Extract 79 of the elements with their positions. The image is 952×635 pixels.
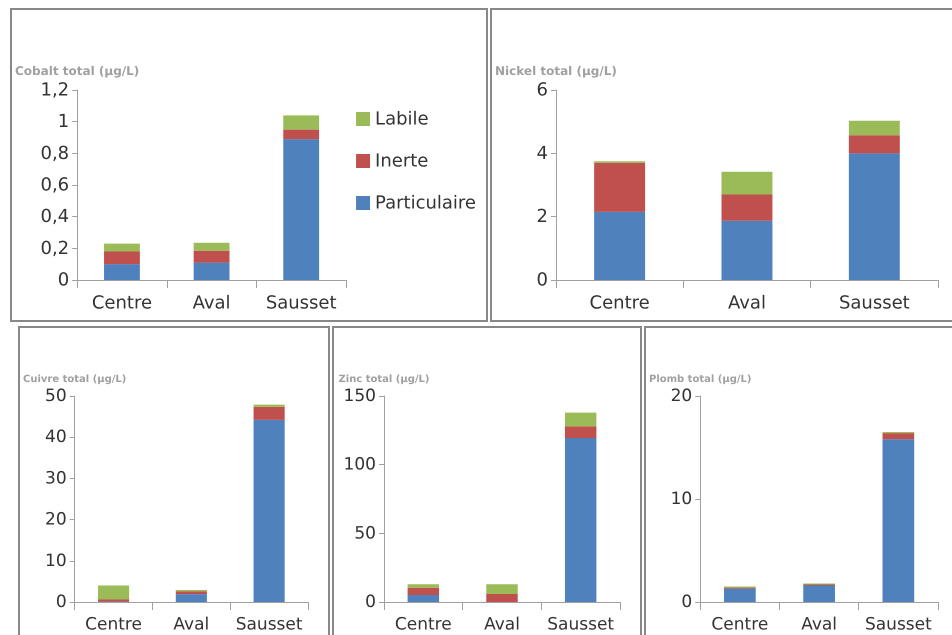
bar — [194, 242, 230, 251]
bar — [564, 438, 596, 602]
bar — [722, 172, 772, 194]
bar — [882, 433, 914, 440]
y-axis-title: Zinc total (µg/L) — [338, 374, 430, 386]
bar — [283, 130, 320, 140]
y-tick-label: 20 — [45, 510, 67, 530]
bar — [254, 406, 285, 420]
y-tick-label: 20 — [670, 386, 692, 406]
x-tick-label: Centre — [711, 614, 768, 634]
bar — [724, 588, 756, 602]
y-tick-label: 0 — [536, 270, 548, 290]
legend-label: Labile — [375, 108, 429, 130]
bar — [194, 262, 230, 280]
bar — [564, 426, 596, 438]
legend-label: Particulaire — [375, 192, 476, 214]
y-axis-title: Cobalt total (µg/L) — [14, 64, 140, 78]
y-tick-label: 50 — [354, 523, 376, 544]
y-tick-label: 150 — [344, 386, 376, 406]
y-tick-label: 1,2 — [40, 80, 70, 100]
y-tick-label: 2 — [536, 206, 548, 228]
x-tick-label: Sausset — [838, 292, 910, 314]
bar — [176, 594, 207, 602]
y-tick-label: 6 — [536, 80, 548, 100]
y-tick-label: 10 — [45, 550, 67, 571]
bar — [104, 252, 140, 264]
y-tick-label: 100 — [344, 454, 376, 475]
y-tick-label: 30 — [45, 468, 67, 488]
y-tick-label: 10 — [670, 489, 692, 509]
y-axis-title: Cuivre total (µg/L) — [22, 374, 126, 386]
y-axis-title: Nickel total (µg/L) — [494, 64, 617, 78]
bar — [104, 244, 140, 252]
x-tick-label: Centre — [92, 292, 152, 314]
y-axis-title: Plomb total (µg/L) — [648, 374, 752, 386]
x-tick-label: Centre — [394, 614, 452, 634]
bar — [564, 412, 596, 426]
bar — [98, 586, 130, 600]
x-tick-label: Sausset — [864, 614, 932, 634]
y-tick-label: 0 — [58, 270, 70, 290]
x-tick-label: Aval — [192, 292, 231, 314]
y-tick-label: 0,4 — [40, 206, 70, 228]
x-tick-label: Aval — [801, 614, 838, 634]
y-tick-label: 0,6 — [40, 174, 70, 196]
legend-label: Inerte — [375, 150, 428, 172]
bar — [254, 420, 285, 602]
y-tick-label: 0 — [365, 592, 376, 612]
x-tick-label: Aval — [173, 614, 210, 634]
bar — [283, 115, 320, 130]
y-tick-label: 1 — [58, 111, 70, 132]
y-tick-label: 40 — [45, 427, 67, 448]
bar — [848, 120, 900, 136]
bar — [803, 586, 835, 602]
bar — [408, 594, 440, 602]
x-tick-label: Sausset — [547, 614, 614, 634]
y-tick-label: 0 — [681, 592, 692, 612]
bar — [486, 584, 518, 594]
x-tick-label: Sausset — [236, 614, 303, 634]
x-tick-label: Centre — [85, 614, 142, 634]
bar — [722, 194, 772, 221]
bar — [848, 135, 900, 154]
bar — [882, 439, 914, 602]
bar — [594, 162, 646, 212]
y-tick-label: 4 — [536, 142, 548, 164]
x-tick-label: Centre — [590, 292, 650, 314]
bar — [722, 220, 772, 280]
x-tick-label: Aval — [484, 614, 520, 634]
y-tick-label: 0 — [56, 592, 67, 612]
x-tick-label: Sausset — [266, 292, 337, 314]
y-tick-label: 0,8 — [40, 142, 70, 164]
bar — [486, 594, 518, 602]
bar — [408, 588, 440, 595]
x-tick-label: Aval — [728, 292, 766, 314]
bar — [104, 264, 140, 280]
y-tick-label: 50 — [45, 386, 67, 406]
bar — [194, 250, 230, 263]
bar — [594, 212, 646, 280]
y-tick-label: 0,2 — [40, 238, 70, 259]
bar — [283, 139, 320, 280]
bar — [848, 153, 900, 280]
